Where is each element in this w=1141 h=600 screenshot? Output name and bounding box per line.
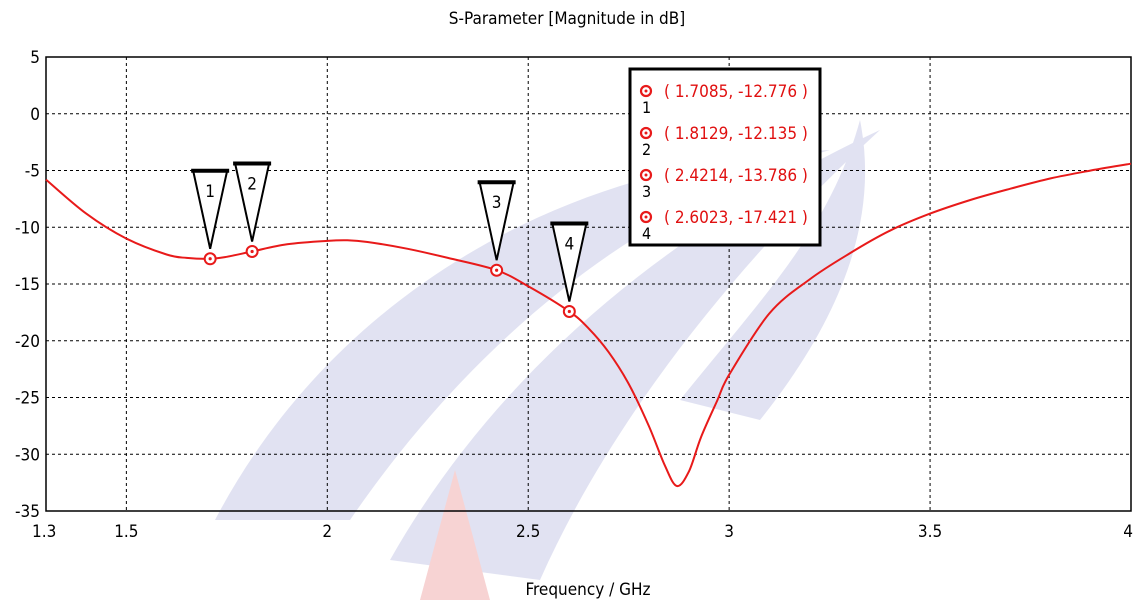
y-tick-label: -5 xyxy=(25,162,40,182)
markers: 1 2 3 4 xyxy=(191,161,589,318)
legend-marker-number: 1 xyxy=(642,98,651,117)
marker-point-center xyxy=(208,257,212,261)
x-axis-label: Frequency / GHz xyxy=(525,580,650,600)
y-axis-ticks: 5 0 -5 -10 -15 -20 -25 -30 -35 xyxy=(15,48,40,522)
marker-point-center xyxy=(495,268,499,272)
legend-marker-value: ( 1.8129, -12.135 ) xyxy=(664,124,808,144)
legend-marker-dot xyxy=(644,215,648,219)
x-tick-label: 1.3 xyxy=(32,522,56,542)
legend-row: 4 ( 2.6023, -17.421 ) xyxy=(639,208,808,243)
marker-legend: 1 ( 1.7085, -12.776 ) 2 ( 1.8129, -12.135 )… xyxy=(628,67,822,247)
marker-point-center xyxy=(567,309,571,314)
marker-4: 4 xyxy=(550,221,589,318)
x-tick-label: 3.5 xyxy=(918,522,942,542)
marker-point-center xyxy=(250,249,254,254)
y-tick-label: 0 xyxy=(30,105,40,125)
y-tick-label: -35 xyxy=(15,502,40,522)
x-tick-label: 2 xyxy=(322,522,332,542)
legend-box xyxy=(628,67,822,247)
legend-marker-value: ( 2.6023, -17.421 ) xyxy=(664,208,808,228)
y-tick-label: -15 xyxy=(15,275,40,295)
marker-2: 2 xyxy=(233,161,272,258)
legend-marker-number: 2 xyxy=(642,140,651,159)
x-tick-label: 1.5 xyxy=(114,522,138,542)
marker-label: 3 xyxy=(492,193,502,213)
legend-marker-dot xyxy=(644,173,648,177)
marker-label: 2 xyxy=(247,174,257,194)
legend-row: 2 ( 1.8129, -12.135 ) xyxy=(639,124,808,159)
y-tick-label: 5 xyxy=(30,48,40,68)
legend-marker-dot xyxy=(644,131,648,135)
marker-3: 3 xyxy=(477,180,516,277)
y-tick-label: -30 xyxy=(15,445,40,465)
legend-marker-dot xyxy=(644,89,648,93)
plot-frame xyxy=(45,56,1132,512)
legend-marker-number: 4 xyxy=(642,224,651,243)
x-tick-label: 4 xyxy=(1123,522,1133,542)
y-tick-label: -20 xyxy=(15,332,40,352)
x-tick-label: 3 xyxy=(724,522,734,542)
chart-title: S-Parameter [Magnitude in dB] xyxy=(449,9,685,29)
x-tick-label: 2.5 xyxy=(516,522,540,542)
legend-marker-number: 3 xyxy=(642,182,651,201)
marker-label: 1 xyxy=(205,182,215,202)
legend-marker-value: ( 2.4214, -13.786 ) xyxy=(664,166,808,186)
marker-label: 4 xyxy=(564,234,574,254)
s11-curve xyxy=(45,162,1132,488)
y-tick-label: -25 xyxy=(15,389,40,409)
grid-lines xyxy=(46,57,1131,511)
marker-1: 1 xyxy=(191,168,230,266)
legend-marker-value: ( 1.7085, -12.776 ) xyxy=(664,82,808,102)
y-tick-label: -10 xyxy=(15,218,40,238)
legend-row: 3 ( 2.4214, -13.786 ) xyxy=(639,166,808,201)
legend-row: 1 ( 1.7085, -12.776 ) xyxy=(639,82,808,117)
x-axis-ticks: 1.3 1.5 2 2.5 3 3.5 4 xyxy=(32,522,1133,542)
